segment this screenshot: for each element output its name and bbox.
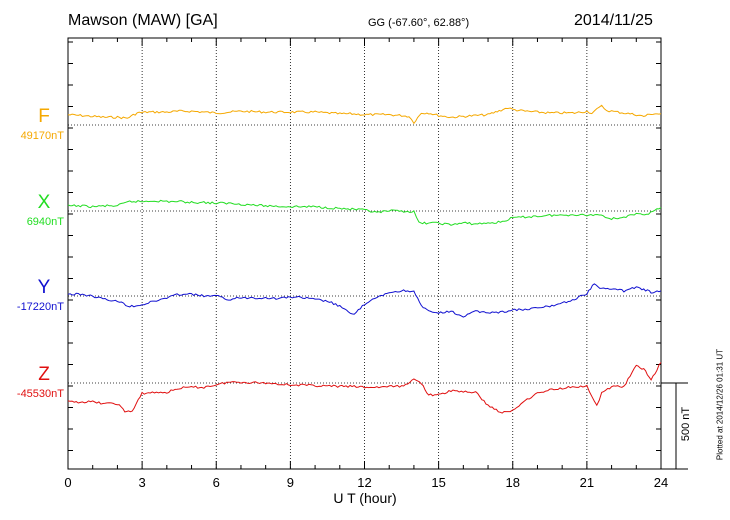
x-tick-label: 3 [138, 475, 146, 490]
component-label-z: Z [38, 364, 50, 385]
baseline-value-x: 6940nT [26, 216, 64, 228]
series-line-f [67, 104, 662, 125]
x-tick-label: 0 [64, 475, 72, 490]
scale-bar-label: 500 nT [680, 406, 692, 442]
baseline-value-y: -17220nT [16, 301, 64, 313]
series-line-x [67, 199, 662, 226]
component-label-x: X [37, 192, 51, 213]
x-axis-label: U T (hour) [333, 490, 397, 506]
x-tick-label: 21 [579, 475, 595, 490]
x-tick-label: 12 [357, 475, 372, 490]
x-tick-label: 9 [286, 475, 294, 490]
component-label-f: F [38, 106, 50, 127]
component-label-y: Y [37, 277, 51, 298]
series-line-y [67, 283, 662, 318]
baseline-value-z: -45530nT [16, 388, 64, 400]
x-tick-label: 18 [505, 475, 520, 490]
station-coordinates: GG (-67.60°, 62.88°) [368, 17, 470, 29]
plotted-timestamp: Plotted at 2014/12/26 01:31 UT [715, 348, 725, 461]
x-tick-label: 15 [431, 475, 446, 490]
baseline-value-f: 49170nT [20, 130, 64, 142]
date-label: 2014/11/25 [574, 12, 653, 29]
x-tick-label: 6 [212, 475, 220, 490]
station-title: Mawson (MAW) [GA] [68, 12, 218, 29]
x-tick-label: 24 [653, 475, 669, 490]
series-line-z [67, 362, 662, 414]
